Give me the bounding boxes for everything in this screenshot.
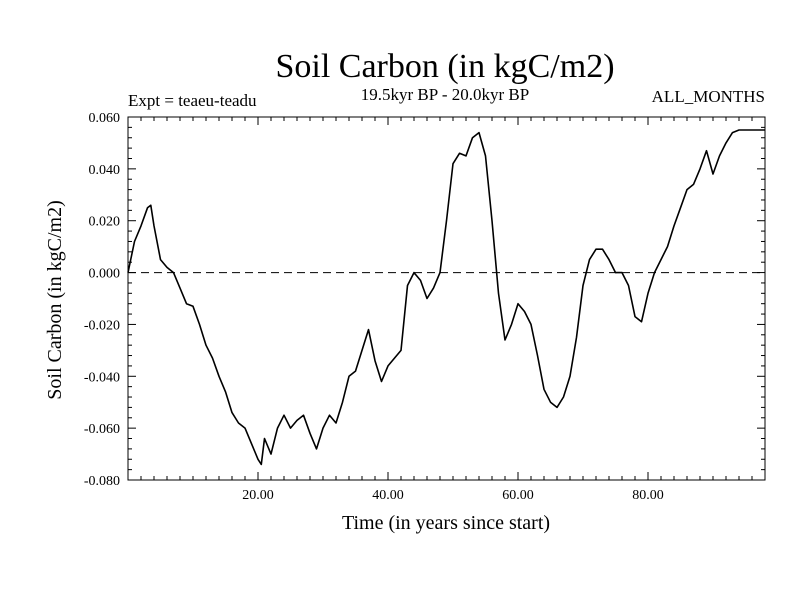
plot-area: 20.00 40.00 60.00 80.00 0.060 0.040 0.020 0.000… bbox=[84, 111, 766, 503]
chart-title: Soil Carbon (in kgC/m2) bbox=[275, 48, 614, 85]
y-tick-label: -0.020 bbox=[84, 318, 120, 333]
season-label: ALL_MONTHS bbox=[652, 87, 765, 106]
y-axis-label: Soil Carbon (in kgC/m2) bbox=[44, 200, 66, 399]
experiment-label: Expt = teaeu-teadu bbox=[128, 91, 257, 110]
x-tick-label: 80.00 bbox=[632, 488, 664, 503]
plot-frame bbox=[127, 116, 766, 481]
y-tick-label: -0.040 bbox=[84, 370, 120, 385]
y-tick-label: 0.060 bbox=[89, 111, 121, 126]
y-tick-label: 0.020 bbox=[89, 215, 121, 230]
x-tick-label: 60.00 bbox=[502, 488, 534, 503]
y-tick-label: 0.000 bbox=[89, 267, 121, 282]
chart-subtitle: 19.5kyr BP - 20.0kyr BP bbox=[361, 85, 529, 104]
x-tick-label: 40.00 bbox=[372, 488, 404, 503]
y-tick-label: -0.060 bbox=[84, 422, 120, 437]
x-tick-label: 20.00 bbox=[242, 488, 274, 503]
y-tick-label: 0.040 bbox=[89, 163, 121, 178]
y-tick-label: -0.080 bbox=[84, 474, 120, 489]
series-line bbox=[127, 129, 765, 466]
x-axis-label: Time (in years since start) bbox=[342, 512, 550, 534]
